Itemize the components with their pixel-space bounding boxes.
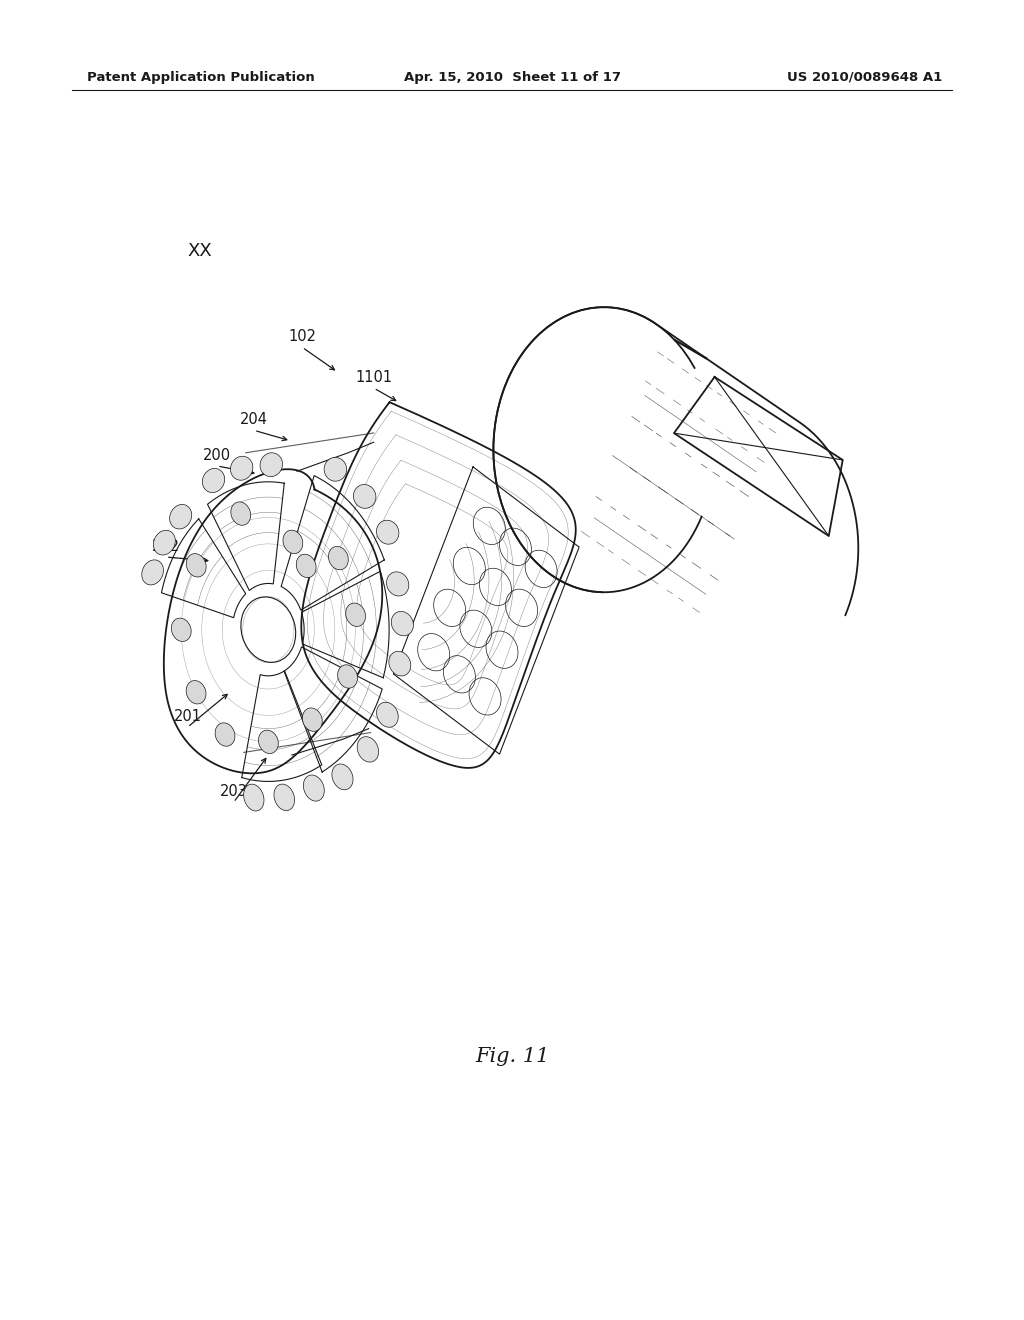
Ellipse shape <box>230 457 253 480</box>
Ellipse shape <box>141 560 164 585</box>
Ellipse shape <box>230 502 251 525</box>
Ellipse shape <box>154 531 175 554</box>
Text: 202: 202 <box>152 539 180 554</box>
Ellipse shape <box>377 702 398 727</box>
Ellipse shape <box>329 546 348 570</box>
Text: Apr. 15, 2010  Sheet 11 of 17: Apr. 15, 2010 Sheet 11 of 17 <box>403 71 621 83</box>
Ellipse shape <box>186 681 206 704</box>
Ellipse shape <box>303 775 325 801</box>
Text: 200: 200 <box>203 447 231 463</box>
Ellipse shape <box>215 723 234 746</box>
Ellipse shape <box>353 484 376 508</box>
Ellipse shape <box>244 784 264 810</box>
Text: XX: XX <box>187 242 212 260</box>
Ellipse shape <box>389 651 411 676</box>
Text: 201: 201 <box>173 709 202 725</box>
Text: 204: 204 <box>240 412 268 428</box>
Ellipse shape <box>346 603 366 627</box>
Ellipse shape <box>357 737 379 762</box>
Ellipse shape <box>391 611 414 636</box>
Ellipse shape <box>386 572 409 597</box>
Text: US 2010/0089648 A1: US 2010/0089648 A1 <box>786 71 942 83</box>
Ellipse shape <box>283 531 303 553</box>
Ellipse shape <box>170 504 191 529</box>
Ellipse shape <box>302 708 323 731</box>
Text: 203: 203 <box>219 784 248 800</box>
Text: 1101: 1101 <box>355 370 392 385</box>
Ellipse shape <box>296 554 316 578</box>
Ellipse shape <box>324 458 346 482</box>
Ellipse shape <box>260 453 283 477</box>
Ellipse shape <box>186 553 206 577</box>
Ellipse shape <box>274 784 295 810</box>
Text: Patent Application Publication: Patent Application Publication <box>87 71 314 83</box>
Ellipse shape <box>203 469 224 492</box>
Ellipse shape <box>258 730 279 754</box>
Ellipse shape <box>338 665 357 688</box>
Ellipse shape <box>377 520 399 544</box>
Text: Fig. 11: Fig. 11 <box>475 1047 549 1065</box>
Text: 102: 102 <box>288 329 316 345</box>
Ellipse shape <box>171 618 191 642</box>
Ellipse shape <box>332 764 353 789</box>
